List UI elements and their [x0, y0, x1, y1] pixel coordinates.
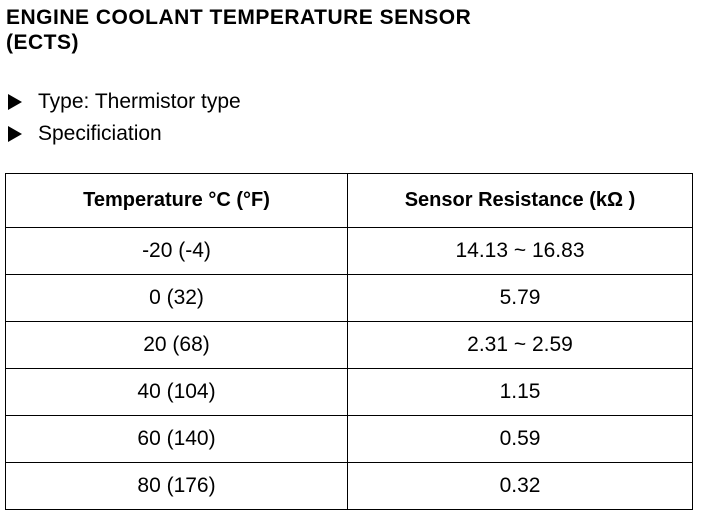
bullet-text: Type: Thermistor type — [38, 90, 241, 113]
spec-table: Temperature °C (°F) Sensor Resistance (k… — [5, 173, 693, 510]
title: ENGINE COOLANT TEMPERATURE SENSOR — [6, 6, 472, 29]
table-cell: 0.59 — [347, 415, 693, 463]
table-cell: 80 (176) — [5, 462, 348, 510]
table-row: 20 (68) 2.31 ~ 2.59 — [5, 321, 693, 369]
table-cell: 5.79 — [347, 274, 693, 322]
bullet-icon — [8, 94, 22, 110]
table-row: -20 (-4) 14.13 ~ 16.83 — [5, 227, 693, 275]
bullet-item: Specificiation — [8, 121, 162, 147]
table-row: 80 (176) 0.32 — [5, 462, 693, 510]
table-cell: 20 (68) — [5, 321, 348, 369]
bullet-text: Specificiation — [38, 122, 162, 145]
table-row: 0 (32) 5.79 — [5, 274, 693, 322]
bullet-icon — [8, 126, 22, 142]
header-row: Temperature °C (°F) Sensor Resistance (k… — [5, 173, 693, 228]
table-cell: 14.13 ~ 16.83 — [347, 227, 693, 275]
table-row: 60 (140) 0.59 — [5, 415, 693, 463]
table-cell: 1.15 — [347, 368, 693, 416]
table-cell: 0 (32) — [5, 274, 348, 322]
table-cell: 60 (140) — [5, 415, 348, 463]
title: (ECTS) — [6, 31, 79, 54]
table-cell: 40 (104) — [5, 368, 348, 416]
table-cell: 2.31 ~ 2.59 — [347, 321, 693, 369]
column-header: Temperature °C (°F) — [5, 173, 348, 228]
column-header: Sensor Resistance (kΩ ) — [347, 173, 693, 228]
table-row: 40 (104) 1.15 — [5, 368, 693, 416]
bullet-item: Type: Thermistor type — [8, 89, 241, 115]
table-cell: 0.32 — [347, 462, 693, 510]
table-body: -20 (-4) 14.13 ~ 16.83 0 (32) 5.79 20 (68) 2.… — [5, 227, 693, 510]
table-cell: -20 (-4) — [5, 227, 348, 275]
